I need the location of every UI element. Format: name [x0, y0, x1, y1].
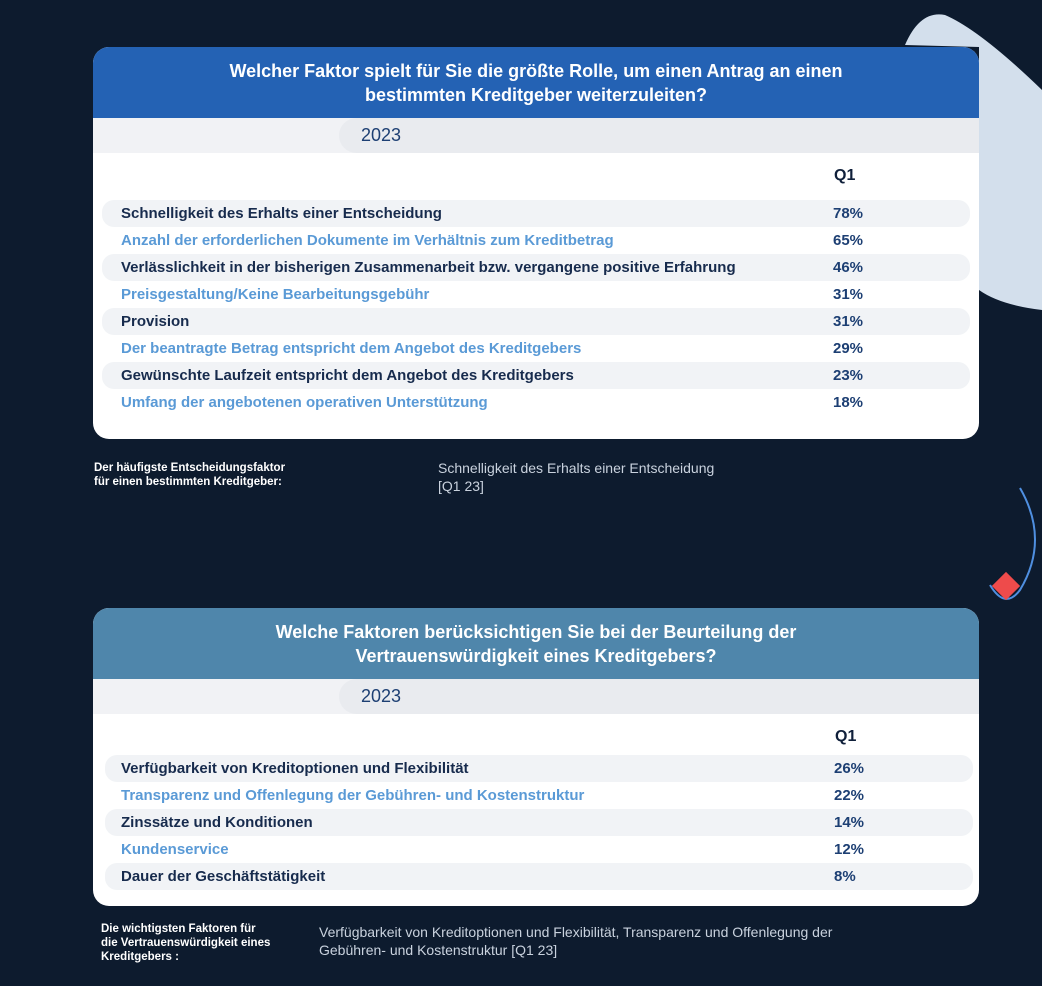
row-label: Transparenz und Offenlegung der Gebühren…: [121, 787, 585, 804]
year-tab: 2023: [339, 679, 979, 714]
note-text-1: Schnelligkeit des Erhalts einer Entschei…: [438, 459, 714, 495]
table-row: Der beantragte Betrag entspricht dem Ang…: [102, 335, 970, 362]
row-value: 18%: [833, 394, 864, 411]
row-label: Zinssätze und Konditionen: [121, 814, 313, 831]
row-label: Schnelligkeit des Erhalts einer Entschei…: [121, 205, 442, 222]
year-tab: 2023: [339, 118, 979, 153]
table-row: Provision 31%: [102, 308, 970, 335]
row-label: Verlässlichkeit in der bisherigen Zusamm…: [121, 259, 736, 276]
row-value: 22%: [834, 787, 865, 804]
question-title: Welcher Faktor spielt für Sie die größte…: [229, 60, 843, 105]
factor-card-1: Welcher Faktor spielt für Sie die größte…: [93, 47, 979, 439]
note-label-2: Die wichtigsten Faktoren für die Vertrau…: [101, 922, 270, 964]
table-row: Dauer der Geschäftstätigkeit 8%: [105, 863, 973, 890]
blue-arc-shape: [989, 487, 1036, 600]
table-row: Anzahl der erforderlichen Dokumente im V…: [102, 227, 970, 254]
row-value: 46%: [833, 259, 864, 276]
column-header-q1: Q1: [835, 728, 857, 745]
red-diamond-shape: [991, 571, 1021, 601]
table-row: Kundenservice 12%: [105, 836, 973, 863]
year-bar: 2023: [93, 118, 979, 153]
row-value: 65%: [833, 232, 864, 249]
table-row: Verlässlichkeit in der bisherigen Zusamm…: [102, 254, 970, 281]
question-header: Welche Faktoren berücksichtigen Sie bei …: [93, 608, 979, 679]
table-row: Gewünschte Laufzeit entspricht dem Angeb…: [102, 362, 970, 389]
factor-card-2: Welche Faktoren berücksichtigen Sie bei …: [93, 608, 979, 906]
note-label-line: Kreditgebers :: [101, 951, 179, 963]
note-text-line: Schnelligkeit des Erhalts einer Entschei…: [438, 460, 715, 476]
row-label: Preisgestaltung/Keine Bearbeitungsgebühr: [121, 286, 430, 303]
row-label: Verfügbarkeit von Kreditoptionen und Fle…: [121, 760, 469, 777]
row-value: 14%: [834, 814, 865, 831]
note-text-line: Gebühren- und Kostenstruktur [Q1 23]: [319, 942, 558, 958]
note-label-line: die Vertrauenswürdigkeit eines: [101, 937, 271, 949]
row-value: 78%: [833, 205, 864, 222]
row-value: 12%: [834, 841, 865, 858]
light-blob-shape: [905, 14, 1042, 310]
row-value: 31%: [833, 313, 864, 330]
row-label: Umfang der angebotenen operativen Unters…: [121, 394, 488, 411]
note-label-line: für einen bestimmten Kreditgeber:: [94, 476, 282, 488]
row-value: 31%: [833, 286, 864, 303]
row-label: Dauer der Geschäftstätigkeit: [121, 868, 326, 885]
row-value: 23%: [833, 367, 864, 384]
column-header-q1: Q1: [834, 167, 856, 184]
note-text-2: Verfügbarkeit von Kreditoptionen und Fle…: [319, 923, 832, 959]
row-label: Provision: [121, 313, 190, 330]
year-label: 2023: [361, 125, 402, 145]
table-rows: Verfügbarkeit von Kreditoptionen und Fle…: [105, 755, 973, 890]
note-label-line: Der häufigste Entscheidungsfaktor: [94, 462, 286, 474]
question-title: Welche Faktoren berücksichtigen Sie bei …: [275, 621, 797, 666]
table-row: Preisgestaltung/Keine Bearbeitungsgebühr…: [102, 281, 970, 308]
row-label: Der beantragte Betrag entspricht dem Ang…: [121, 340, 582, 357]
note-text-line: [Q1 23]: [438, 478, 484, 494]
row-value: 26%: [834, 760, 865, 777]
note-text-line: Verfügbarkeit von Kreditoptionen und Fle…: [319, 924, 833, 940]
year-bar: 2023: [93, 679, 979, 714]
row-value: 29%: [833, 340, 864, 357]
table-row: Umfang der angebotenen operativen Unters…: [102, 389, 970, 416]
row-label: Gewünschte Laufzeit entspricht dem Angeb…: [121, 367, 574, 384]
table-rows: Schnelligkeit des Erhalts einer Entschei…: [102, 200, 970, 416]
question-header: Welcher Faktor spielt für Sie die größte…: [93, 47, 979, 118]
table-row: Transparenz und Offenlegung der Gebühren…: [105, 782, 973, 809]
row-label: Kundenservice: [121, 841, 229, 858]
table-row: Verfügbarkeit von Kreditoptionen und Fle…: [105, 755, 973, 782]
year-label: 2023: [361, 686, 402, 706]
note-label-1: Der häufigste Entscheidungsfaktor für ei…: [94, 461, 285, 489]
table-row: Zinssätze und Konditionen 14%: [105, 809, 973, 836]
note-label-line: Die wichtigsten Faktoren für: [101, 923, 256, 935]
row-label: Anzahl der erforderlichen Dokumente im V…: [121, 232, 614, 249]
row-value: 8%: [834, 868, 856, 885]
table-row: Schnelligkeit des Erhalts einer Entschei…: [102, 200, 970, 227]
